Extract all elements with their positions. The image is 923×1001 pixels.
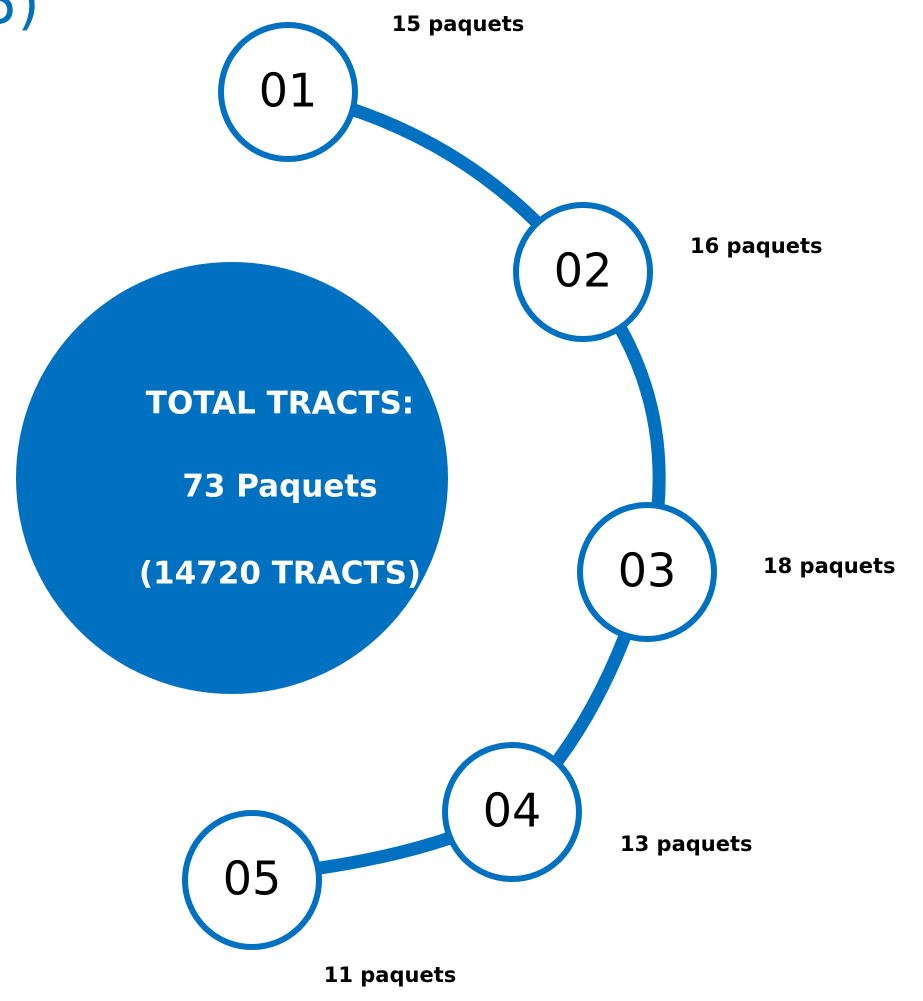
node-count: 13 paquets (620, 832, 753, 856)
node-count: 16 paquets (690, 234, 823, 258)
node-count: 11 paquets (324, 963, 457, 987)
center-line: (14720 TRACTS) (139, 556, 421, 592)
node-circle (442, 742, 582, 882)
node-circle (218, 22, 358, 162)
node-label: 01 (259, 64, 318, 118)
center-line: TOTAL TRACTS: (146, 386, 414, 422)
center-circle (16, 262, 448, 694)
corner-text: 5) (0, 0, 39, 37)
node-circle (513, 202, 653, 342)
node-label: 02 (554, 244, 613, 298)
node-label: 03 (618, 544, 677, 598)
node-circle (182, 810, 322, 950)
node-count: 18 paquets (763, 554, 896, 578)
node-circle (577, 502, 717, 642)
node-count: 15 paquets (392, 12, 525, 36)
node-label: 04 (483, 784, 542, 838)
node-label: 05 (223, 852, 282, 906)
center-line: 73 Paquets (182, 469, 377, 505)
